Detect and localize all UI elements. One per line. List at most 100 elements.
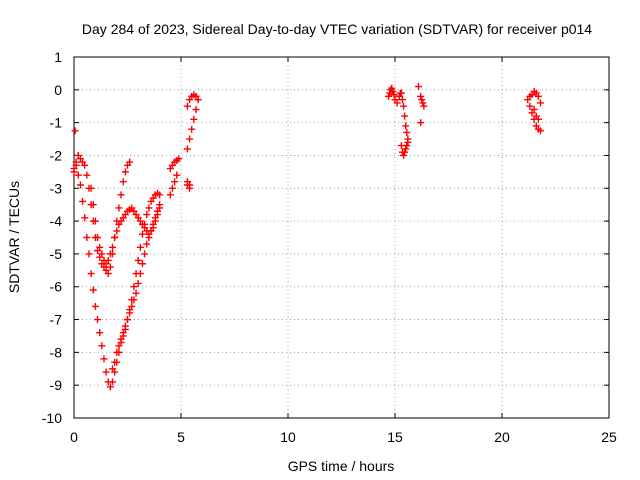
data-point — [156, 191, 164, 199]
data-point — [397, 89, 405, 97]
data-point — [85, 250, 93, 258]
data-point — [417, 119, 425, 127]
data-point — [89, 286, 97, 294]
data-point — [124, 316, 131, 324]
data-point — [102, 368, 110, 376]
data-point — [91, 302, 99, 310]
data-point — [186, 181, 194, 189]
data-point — [418, 96, 426, 104]
data-point — [168, 184, 176, 192]
data-point — [121, 168, 129, 176]
data-point — [106, 250, 114, 258]
data-point — [130, 296, 138, 304]
data-point — [153, 207, 161, 215]
data-point — [190, 115, 198, 123]
data-point — [156, 201, 164, 209]
data-point — [81, 161, 89, 169]
y-tick-label: -9 — [50, 377, 63, 393]
data-point — [385, 92, 393, 100]
data-point — [111, 358, 119, 366]
data-point — [109, 243, 117, 251]
data-point — [119, 329, 127, 337]
x-tick-label: 25 — [601, 429, 617, 445]
data-point — [400, 102, 408, 110]
data-point — [138, 230, 146, 238]
data-point — [115, 204, 123, 212]
y-tick-label: -4 — [50, 213, 63, 229]
data-point — [188, 125, 196, 133]
data-point — [534, 92, 542, 100]
data-point — [94, 316, 102, 324]
data-point — [109, 378, 117, 386]
y-tick-label: 1 — [54, 49, 62, 65]
data-point — [537, 99, 545, 107]
data-point — [403, 128, 411, 136]
data-point — [526, 102, 534, 110]
data-point — [403, 142, 411, 150]
data-point — [100, 355, 108, 363]
data-point — [81, 214, 89, 222]
x-tick-label: 20 — [494, 429, 510, 445]
y-tick-label: -7 — [50, 312, 63, 328]
data-point — [136, 270, 144, 278]
data-point — [145, 234, 153, 241]
data-point — [134, 279, 142, 287]
x-tick-label: 10 — [280, 429, 296, 445]
data-point — [117, 335, 125, 343]
data-point — [117, 191, 125, 199]
data-point — [138, 260, 146, 268]
data-point — [393, 99, 401, 107]
data-point — [404, 138, 412, 146]
data-point — [94, 234, 102, 241]
data-point — [149, 220, 157, 228]
chart-title: Day 284 of 2023, Sidereal Day-to-day VTE… — [82, 21, 592, 37]
data-point — [194, 96, 202, 104]
data-point — [173, 171, 181, 179]
data-point — [130, 283, 138, 291]
data-point — [401, 148, 409, 156]
data-point — [113, 227, 121, 235]
data-point — [109, 365, 117, 373]
data-point — [143, 211, 151, 219]
data-point — [126, 309, 134, 317]
y-tick-label: -3 — [50, 180, 63, 196]
y-tick-label: -2 — [50, 147, 63, 163]
data-point — [145, 204, 153, 212]
data-point — [132, 289, 140, 297]
data-point — [402, 122, 410, 130]
data-point — [106, 383, 114, 391]
data-point — [113, 348, 121, 356]
y-tick-label: -5 — [50, 246, 63, 262]
data-point — [96, 329, 104, 337]
data-point — [98, 342, 106, 350]
data-point — [415, 83, 423, 91]
data-point — [134, 256, 142, 264]
data-point — [87, 270, 95, 278]
y-tick-label: 0 — [54, 82, 62, 98]
data-point — [186, 135, 194, 143]
data-point — [76, 181, 84, 189]
plot-frame — [73, 56, 610, 419]
data-point — [74, 171, 82, 179]
data-point — [420, 102, 428, 110]
data-point — [166, 191, 174, 199]
y-tick-label: -6 — [50, 279, 63, 295]
data-point — [83, 171, 91, 179]
data-point — [111, 234, 119, 241]
data-point — [183, 145, 191, 153]
x-tick-label: 0 — [70, 429, 78, 445]
data-point — [402, 145, 410, 153]
data-point — [141, 250, 149, 258]
data-point — [91, 217, 99, 225]
data-point — [143, 240, 151, 248]
data-point — [417, 92, 425, 100]
data-point — [121, 322, 129, 330]
data-point — [115, 342, 123, 350]
data-point — [534, 115, 542, 123]
y-tick-label: -10 — [42, 410, 62, 426]
grid-lines — [74, 57, 609, 418]
data-point — [106, 263, 114, 271]
data-point — [128, 302, 136, 310]
data-point — [171, 178, 179, 186]
